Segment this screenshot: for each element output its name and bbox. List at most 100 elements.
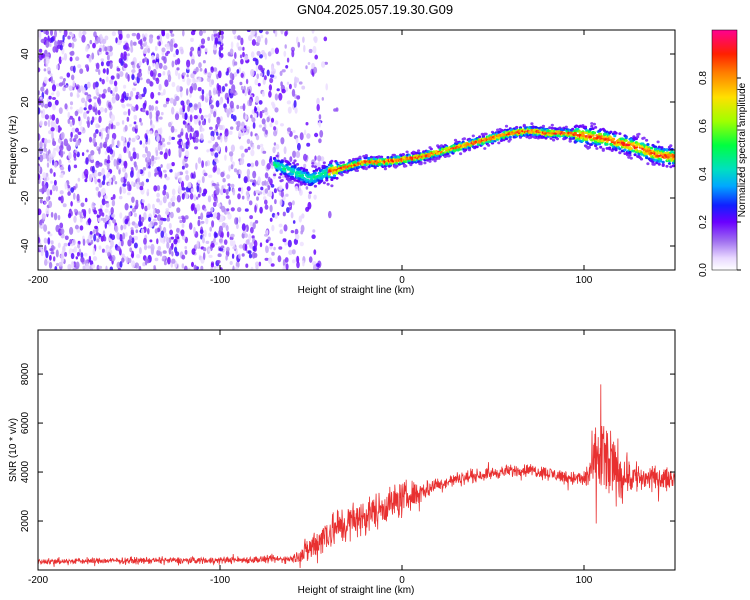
noise-dot [59, 30, 62, 34]
noise-dot [200, 38, 206, 45]
noise-dot [158, 201, 163, 206]
noise-dot [47, 119, 51, 128]
noise-dot [181, 187, 186, 191]
ridge-dot [645, 156, 649, 160]
ridge-dot [304, 168, 309, 172]
noise-dot [70, 187, 75, 193]
noise-dot [75, 183, 78, 189]
noise-dot [39, 141, 43, 149]
noise-dot [57, 215, 61, 221]
ridge-dot [636, 150, 640, 153]
noise-dot [106, 166, 110, 171]
noise-dot [254, 106, 257, 114]
noise-dot [198, 77, 202, 82]
noise-dot [138, 68, 142, 73]
noise-dot [127, 74, 130, 82]
noise-dot [119, 71, 124, 77]
noise-dot [84, 168, 89, 177]
noise-dot [81, 97, 86, 104]
ridge-dot [428, 160, 432, 163]
noise-dot [255, 264, 259, 270]
noise-dot [180, 131, 184, 136]
noise-dot [105, 51, 109, 56]
noise-dot [190, 188, 194, 193]
snr-xlabel: Height of straight line (km) [298, 585, 415, 596]
noise-dot [83, 107, 87, 111]
noise-dot [85, 263, 90, 270]
noise-dot [158, 83, 162, 91]
ridge-dot [327, 175, 331, 179]
noise-dot [130, 40, 133, 48]
noise-dot [194, 137, 199, 143]
noise-dot [58, 107, 63, 114]
noise-dot [202, 60, 206, 64]
noise-dot [206, 77, 211, 83]
noise-dot [45, 30, 49, 36]
noise-dot [206, 214, 211, 218]
ridge-dot [652, 163, 656, 166]
noise-dot [207, 72, 212, 77]
noise-dot [62, 78, 66, 82]
noise-dot [157, 245, 162, 252]
noise-dot [164, 233, 168, 238]
noise-dot [286, 127, 291, 132]
noise-dot [49, 73, 53, 77]
noise-dot [111, 138, 115, 146]
noise-dot [210, 66, 214, 73]
noise-dot [254, 160, 259, 167]
noise-dot [230, 144, 235, 153]
noise-dot [135, 229, 139, 234]
noise-dot [312, 229, 316, 233]
noise-dot [138, 214, 142, 222]
noise-dot [303, 129, 307, 136]
ridge-dot [395, 164, 399, 168]
noise-dot [216, 167, 221, 175]
noise-dot [121, 103, 124, 107]
noise-dot [167, 256, 171, 265]
ridge-dot [669, 144, 673, 148]
noise-dot [155, 100, 159, 104]
noise-dot [256, 144, 261, 150]
noise-dot [246, 163, 251, 167]
colorbar-tick-label: 0.2 [698, 215, 709, 229]
noise-dot [281, 88, 286, 94]
noise-dot [93, 233, 97, 242]
noise-dot [136, 153, 140, 160]
ridge-dot [657, 162, 661, 166]
noise-dot [158, 170, 163, 178]
noise-dot [45, 207, 50, 215]
noise-dot [97, 97, 101, 104]
noise-dot [196, 180, 201, 183]
noise-dot [55, 145, 61, 153]
noise-dot [225, 254, 228, 261]
noise-dot [75, 86, 79, 90]
noise-dot [112, 174, 116, 182]
noise-dot [211, 220, 215, 228]
noise-dot [156, 53, 160, 60]
noise-dot [238, 244, 244, 249]
noise-dot [131, 69, 136, 73]
noise-dot [210, 242, 215, 248]
noise-dot [131, 196, 135, 203]
noise-dot [128, 150, 131, 159]
noise-dot [230, 183, 235, 188]
noise-dot [123, 63, 128, 69]
noise-dot [223, 239, 228, 245]
noise-dot [158, 41, 162, 47]
ridge-dot [443, 155, 447, 159]
noise-dot [280, 190, 284, 198]
noise-dot [204, 68, 207, 74]
noise-dot [288, 249, 293, 256]
noise-dot [297, 41, 301, 48]
noise-dot [148, 223, 153, 228]
ridge-dot [283, 169, 287, 173]
noise-dot [52, 184, 56, 192]
noise-dot [237, 35, 241, 41]
noise-dot [198, 62, 202, 69]
noise-dot [227, 183, 231, 187]
noise-dot [67, 264, 72, 270]
noise-dot [55, 249, 59, 258]
noise-dot [252, 222, 256, 230]
noise-dot [221, 34, 224, 40]
ridge-dot [340, 173, 344, 177]
